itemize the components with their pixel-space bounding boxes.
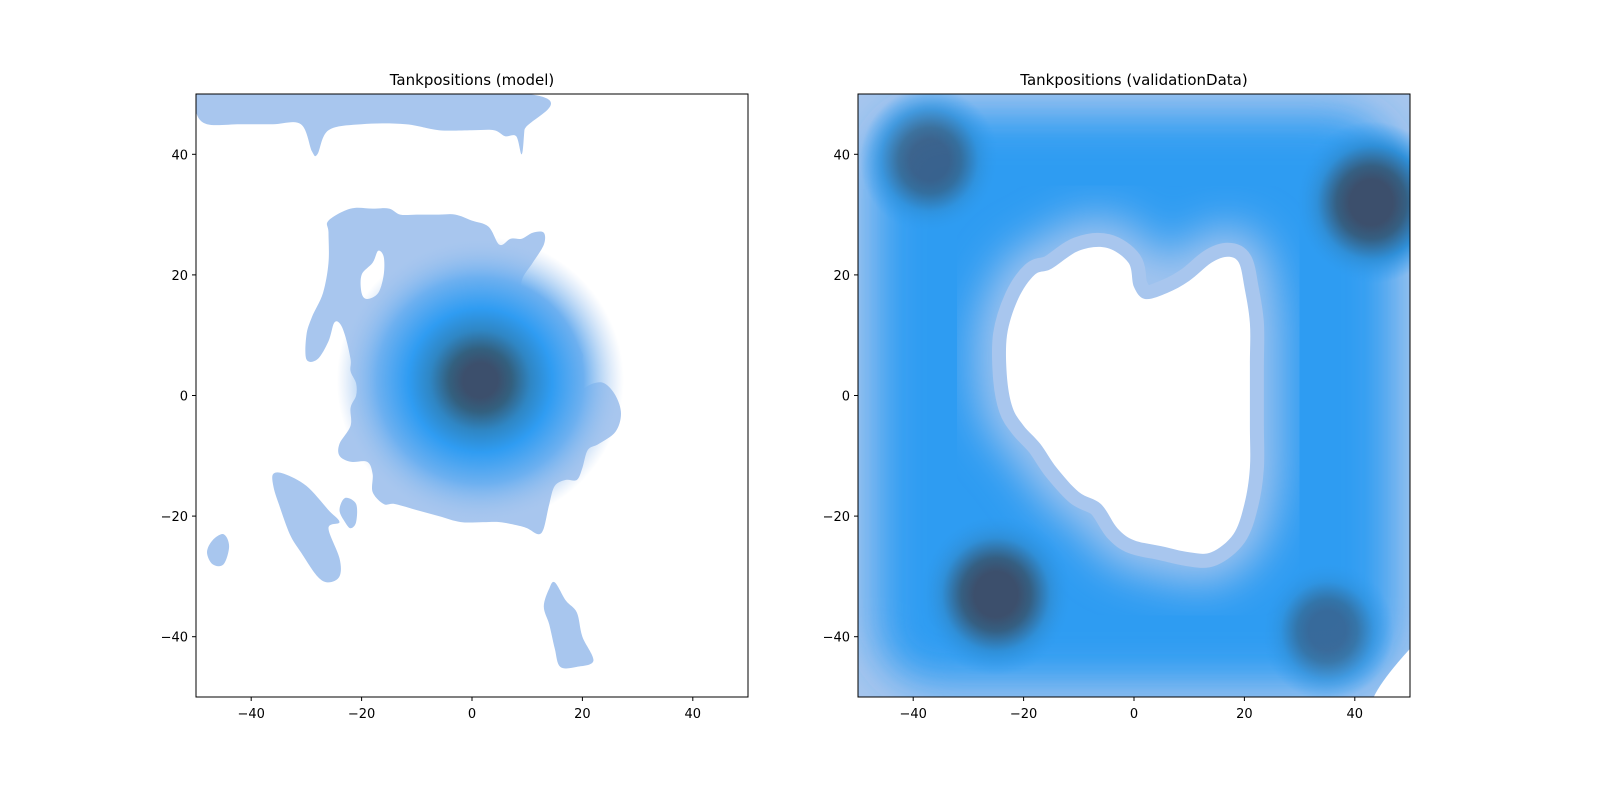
x-axis-model: −40 −20 0 20 40 <box>237 697 701 722</box>
x-tick-label: 40 <box>685 707 702 722</box>
plot-area-validation <box>858 94 1410 697</box>
y-tick-label: 0 <box>842 390 850 405</box>
x-tick-label: 40 <box>1347 707 1364 722</box>
y-axis-validation: −40 −20 0 20 40 <box>823 148 858 646</box>
y-tick-label: 20 <box>833 269 850 284</box>
density-region-upper-band <box>196 94 552 157</box>
density-peak-4 <box>1260 560 1394 697</box>
panel-model: Tankpositions (model) −40 −20 0 20 40 −40 −20… <box>161 71 749 722</box>
chart-title-model: Tankpositions (model) <box>389 71 554 89</box>
density-peak <box>336 236 624 524</box>
density-peak-3 <box>860 94 1000 234</box>
plot-area-model <box>196 94 624 669</box>
x-tick-label: −20 <box>348 707 375 722</box>
x-tick-label: −40 <box>237 707 264 722</box>
density-hole <box>1005 246 1251 554</box>
density-region-far-left-blob <box>207 534 230 567</box>
x-tick-label: 20 <box>1236 707 1253 722</box>
y-tick-label: −20 <box>823 510 850 525</box>
x-tick-label: 0 <box>1130 707 1138 722</box>
density-corner-gap <box>1373 648 1410 697</box>
density-region-bottom-blob <box>543 581 594 669</box>
chart-title-validation: Tankpositions (validationData) <box>1019 71 1247 89</box>
y-tick-label: −40 <box>161 631 188 646</box>
x-tick-label: −20 <box>1010 707 1037 722</box>
x-tick-label: 20 <box>574 707 591 722</box>
y-tick-label: 40 <box>833 148 850 163</box>
x-tick-label: −40 <box>899 707 926 722</box>
x-axis-validation: −40 −20 0 20 40 <box>899 697 1363 722</box>
density-peak-2 <box>1294 121 1410 284</box>
y-tick-label: 40 <box>171 148 188 163</box>
x-tick-label: 0 <box>468 707 476 722</box>
y-tick-label: −40 <box>823 631 850 646</box>
y-tick-label: 20 <box>171 269 188 284</box>
y-axis-model: −40 −20 0 20 40 <box>161 148 196 646</box>
density-region-lower-left-arm <box>272 472 341 583</box>
density-region-lower-left-spot <box>339 497 358 529</box>
panel-validation: Tankpositions (validationData) −40 −20 0 20… <box>823 71 1411 722</box>
density-peak-1 <box>918 513 1074 676</box>
y-tick-label: −20 <box>161 510 188 525</box>
y-tick-label: 0 <box>180 390 188 405</box>
